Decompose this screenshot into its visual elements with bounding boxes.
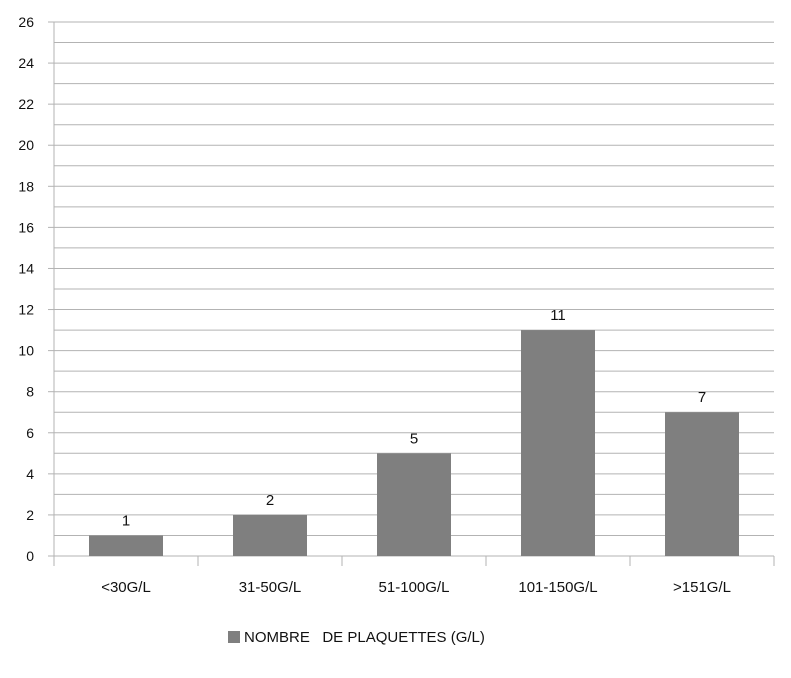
y-tick-label: 16 — [18, 219, 34, 235]
data-label: 7 — [698, 389, 706, 406]
y-tick-label: 8 — [26, 384, 34, 400]
data-labels: 1 2 5 11 7 — [122, 307, 706, 529]
data-label: 5 — [410, 430, 418, 447]
data-label: 1 — [122, 512, 130, 529]
bars — [89, 330, 739, 556]
y-tick-label: 14 — [18, 260, 34, 276]
x-tick-label: <30G/L — [101, 579, 151, 596]
gridlines — [54, 21, 774, 536]
y-tick-label: 20 — [18, 137, 34, 153]
y-tick-label: 0 — [26, 548, 34, 564]
x-tick-label: >151G/L — [673, 579, 731, 596]
data-label: 11 — [550, 307, 566, 324]
y-tick-label: 6 — [26, 425, 34, 441]
bar — [89, 535, 163, 556]
y-tick-label: 24 — [18, 55, 34, 71]
y-tick-label: 10 — [18, 343, 34, 359]
bar — [233, 514, 307, 556]
legend: NOMBRE DE PLAQUETTES (G/L) — [228, 629, 485, 646]
x-tick-label: 51-100G/L — [379, 579, 450, 596]
x-tick-label: 31-50G/L — [239, 579, 302, 596]
legend-label: NOMBRE DE PLAQUETTES (G/L) — [244, 629, 485, 646]
data-label: 2 — [266, 492, 274, 509]
y-tick-label: 4 — [26, 466, 34, 482]
y-tick-label: 22 — [18, 96, 34, 112]
y-tick-label: 18 — [18, 178, 34, 194]
x-tick-label: 101-150G/L — [518, 579, 597, 596]
x-axis-tick-labels: <30G/L 31-50G/L 51-100G/L 101-150G/L >151G/L — [101, 579, 731, 596]
y-tick-label: 12 — [18, 302, 34, 318]
y-tick-label: 2 — [26, 507, 34, 523]
y-tick-label: 26 — [18, 14, 34, 30]
legend-swatch — [228, 631, 240, 643]
bar — [377, 453, 451, 556]
bar — [521, 330, 595, 556]
bar — [665, 412, 739, 556]
